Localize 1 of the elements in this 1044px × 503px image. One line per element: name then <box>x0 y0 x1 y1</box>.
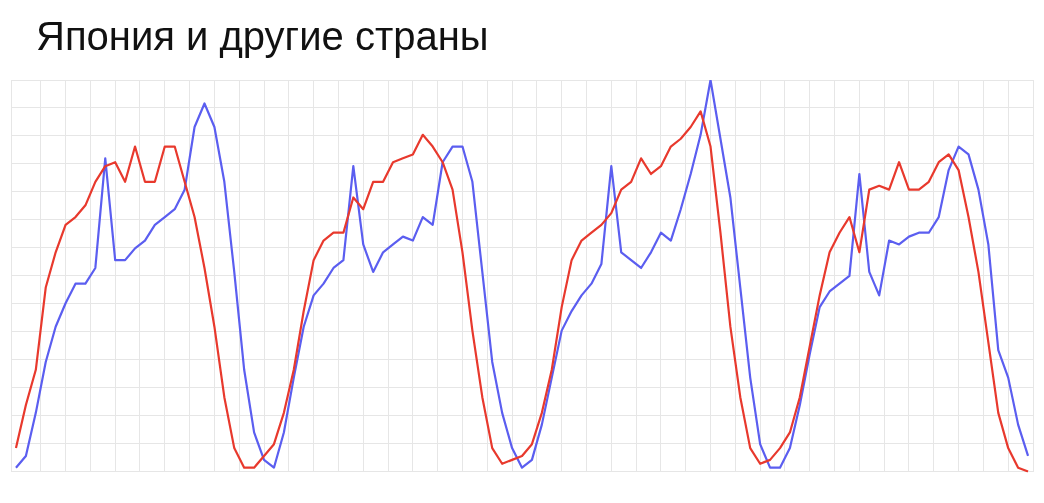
chart-title: Япония и другие страны <box>35 13 490 60</box>
